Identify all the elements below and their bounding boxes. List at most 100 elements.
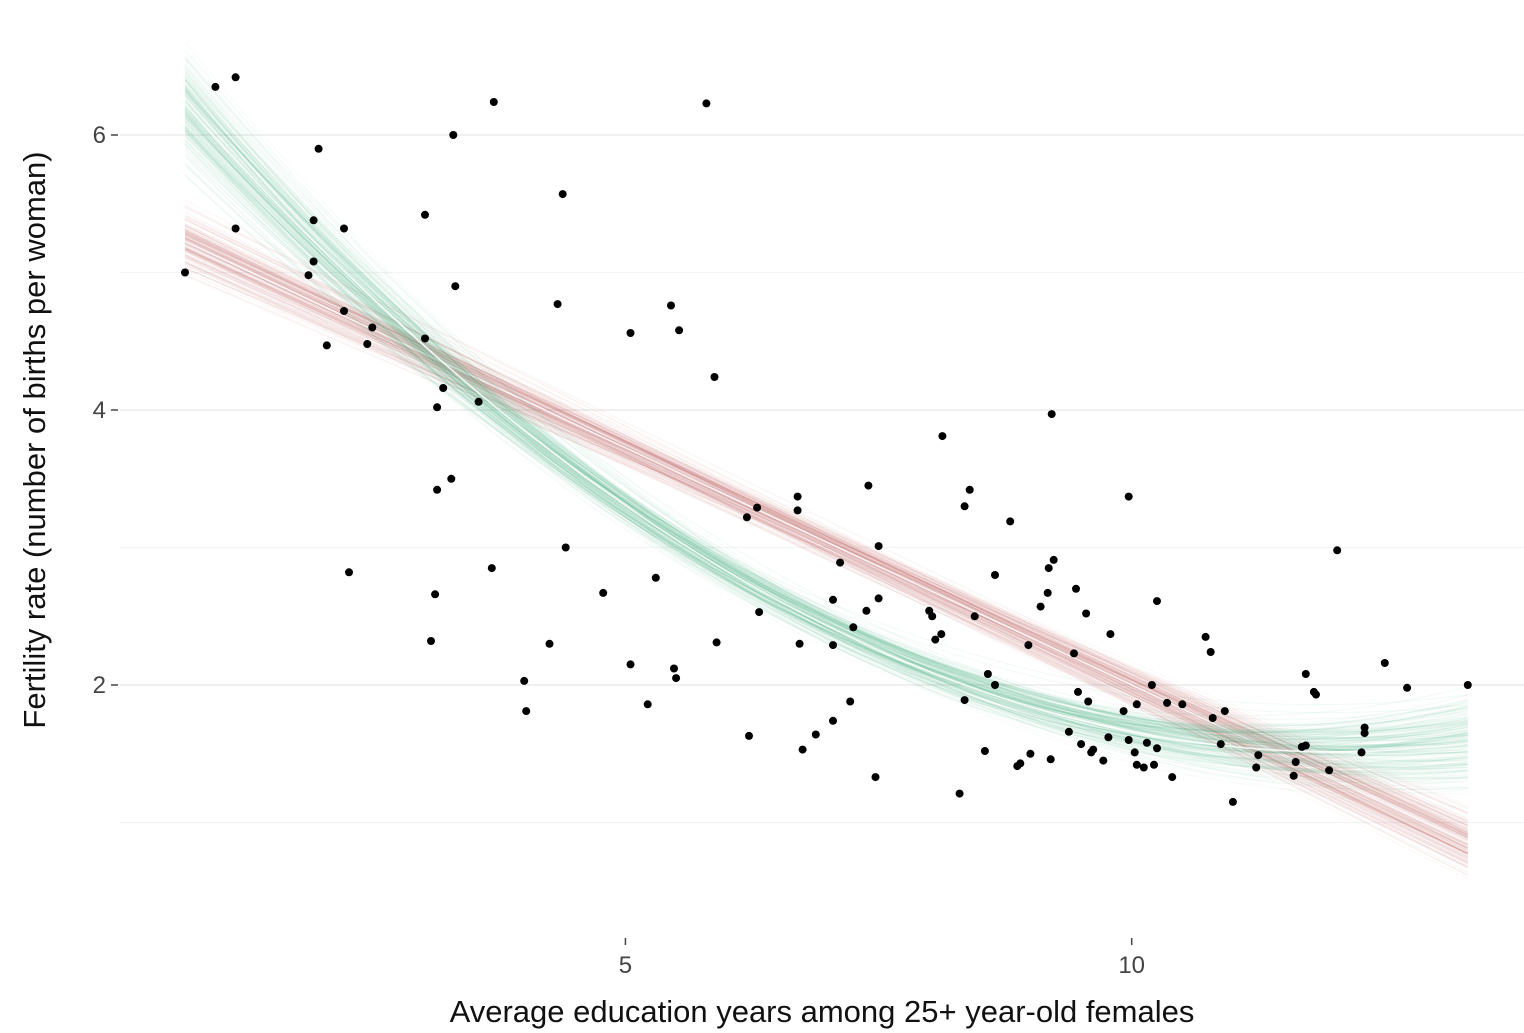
data-point	[811, 730, 820, 739]
data-point	[793, 506, 802, 515]
quadratic-fit-draw	[185, 105, 1468, 764]
data-point	[1132, 760, 1141, 769]
data-point	[864, 481, 873, 490]
linear-fit-draw	[184, 233, 1469, 824]
data-point	[1099, 756, 1108, 765]
data-point	[793, 492, 802, 501]
linear-fit-draw	[184, 261, 1469, 854]
quadratic-fit-draw	[184, 175, 1468, 746]
linear-fit-draw	[184, 232, 1469, 840]
quadratic-fit-draw	[185, 42, 1468, 775]
linear-fit-draw	[184, 256, 1469, 855]
quadratic-fit-draw	[185, 129, 1468, 743]
quadratic-fit-draw	[184, 92, 1468, 770]
linear-fit-draw	[184, 247, 1469, 855]
linear-fit-draw	[184, 246, 1469, 835]
quadratic-fit-draw	[184, 86, 1468, 788]
data-point	[1119, 707, 1128, 716]
quadratic-fit-draw	[184, 48, 1468, 769]
data-point	[795, 639, 804, 648]
linear-fit-draw	[184, 207, 1469, 834]
data-point	[558, 190, 567, 199]
data-point	[474, 397, 483, 406]
data-point	[447, 474, 456, 483]
quadratic-fit-draw	[185, 89, 1468, 751]
data-point	[874, 594, 883, 603]
linear-fit-draw	[184, 249, 1469, 839]
data-point	[1047, 410, 1056, 419]
data-point	[1228, 797, 1237, 806]
data-point	[1026, 749, 1035, 758]
linear-fit-band	[184, 204, 1469, 877]
quadratic-fit-draw	[184, 116, 1468, 767]
data-point	[1064, 727, 1073, 736]
linear-fit-draw	[184, 243, 1469, 844]
quadratic-fit-draw	[184, 92, 1468, 756]
linear-fit-draw	[184, 234, 1469, 838]
data-point	[1325, 766, 1334, 775]
data-point	[862, 606, 871, 615]
data-point	[874, 542, 883, 551]
quadratic-fit-draw	[185, 128, 1468, 752]
quadratic-fit-draw	[184, 104, 1468, 735]
quadratic-fit-draw	[184, 140, 1468, 734]
quadratic-fit-draw	[185, 105, 1468, 765]
quadratic-fit-draw	[184, 148, 1468, 741]
linear-fit-draw	[184, 233, 1469, 827]
quadratic-fit-draw	[185, 103, 1468, 761]
quadratic-fit-draw	[184, 129, 1468, 741]
linear-fit-draw	[184, 267, 1469, 836]
data-point	[846, 697, 855, 706]
data-point	[675, 326, 684, 335]
quadratic-fit-draw	[185, 80, 1468, 762]
quadratic-fit-draw	[184, 129, 1468, 728]
data-point	[991, 681, 999, 689]
y-tick-label: 4	[93, 397, 106, 424]
quadratic-fit-draw	[184, 78, 1468, 750]
quadratic-fit-draw	[184, 94, 1468, 733]
quadratic-fit-draw	[184, 93, 1468, 783]
data-point	[304, 271, 313, 280]
quadratic-fit-draw	[184, 82, 1468, 791]
linear-fit-draw	[184, 234, 1469, 855]
quadratic-fit-draw	[184, 127, 1468, 770]
data-point	[1016, 759, 1025, 768]
quadratic-fit-draw	[184, 111, 1468, 734]
linear-fit-draw	[184, 232, 1469, 839]
quadratic-fit-draw	[185, 92, 1468, 794]
data-point	[931, 635, 940, 644]
quadratic-fit-draw	[184, 90, 1468, 763]
data-point	[1104, 733, 1113, 742]
linear-fit-draw	[184, 248, 1469, 855]
quadratic-fit-draw	[185, 75, 1468, 759]
data-point	[745, 731, 753, 740]
data-point	[798, 745, 807, 754]
data-point	[1147, 681, 1156, 689]
data-point	[960, 696, 969, 705]
data-point	[553, 300, 562, 309]
quadratic-fit-draw	[184, 132, 1468, 740]
quadratic-fit-draw	[184, 101, 1468, 751]
linear-fit-draw	[184, 261, 1469, 858]
linear-fit-draw	[184, 237, 1469, 829]
linear-fit-draw	[184, 234, 1469, 837]
data-point	[322, 341, 331, 350]
quadratic-fit-draw	[185, 120, 1468, 760]
quadratic-fit-draw	[184, 131, 1468, 754]
linear-fit-draw	[184, 223, 1469, 859]
data-points	[181, 73, 1472, 806]
quadratic-fit-draw	[185, 112, 1468, 741]
linear-fit-draw	[184, 254, 1469, 864]
data-point	[1291, 758, 1300, 766]
quadratic-fit-draw	[184, 140, 1468, 756]
quadratic-fit-draw	[184, 106, 1468, 779]
axis-ticks: 2 4 6 5 10	[93, 122, 1145, 979]
quadratic-fit-draw	[184, 88, 1468, 747]
linear-fit-draw	[184, 267, 1469, 814]
linear-fit-draw	[184, 237, 1469, 837]
quadratic-fit-draw	[185, 52, 1468, 749]
data-point	[1044, 564, 1053, 573]
quadratic-fit-draw	[184, 106, 1468, 717]
quadratic-fit-draw	[184, 120, 1468, 731]
